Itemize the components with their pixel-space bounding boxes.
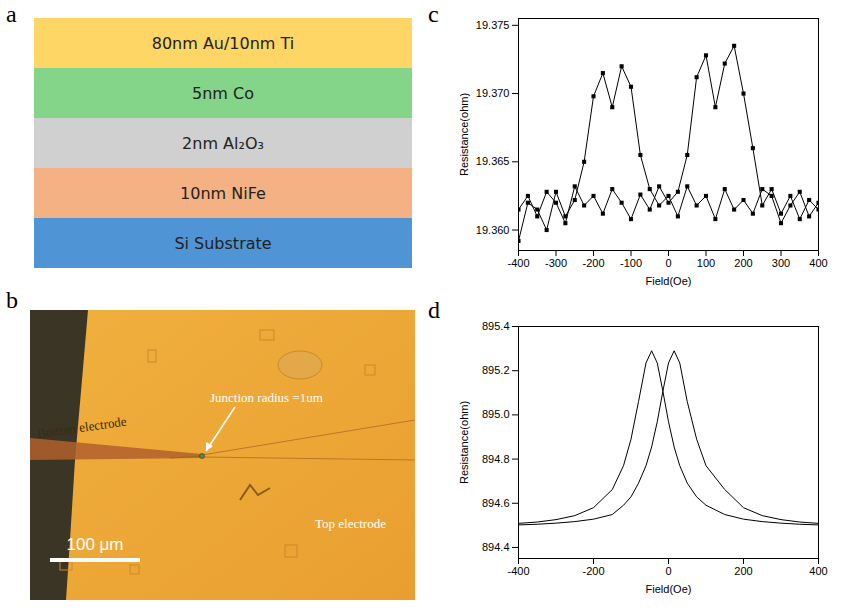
svg-text:10nm NiFe: 10nm NiFe: [180, 184, 266, 203]
svg-text:Field(Oe): Field(Oe): [646, 275, 692, 287]
html-text:a: a: [6, 1, 17, 27]
svg-text:200: 200: [734, 257, 752, 269]
svg-text:19.365: 19.365: [476, 155, 510, 167]
svg-text:19.370: 19.370: [476, 87, 510, 99]
svg-text:895.0: 895.0: [482, 408, 510, 420]
svg-text:895.4: 895.4: [482, 320, 510, 332]
svg-text:894.4: 894.4: [482, 541, 510, 553]
svg-text:5nm Co: 5nm Co: [192, 84, 254, 103]
svg-text:895.2: 895.2: [482, 364, 510, 376]
svg-text:0: 0: [665, 565, 671, 577]
svg-text:300: 300: [772, 257, 790, 269]
svg-text:80nm Au/10nm Ti: 80nm Au/10nm Ti: [152, 34, 295, 53]
svg-text:200: 200: [734, 565, 752, 577]
svg-text:100 μm: 100 μm: [66, 535, 123, 554]
svg-text:Bottom electrode: Bottom electrode: [36, 414, 127, 441]
svg-text:2nm Al₂O₃: 2nm Al₂O₃: [182, 134, 264, 153]
svg-text:-400: -400: [507, 257, 529, 269]
svg-text:-200: -200: [582, 565, 604, 577]
svg-text:100: 100: [697, 257, 715, 269]
svg-text:-300: -300: [545, 257, 567, 269]
svg-text:19.375: 19.375: [476, 19, 510, 31]
svg-text:Field(Oe): Field(Oe): [646, 583, 692, 595]
svg-text:0: 0: [665, 257, 671, 269]
svg-text:-100: -100: [620, 257, 642, 269]
svg-text:Top electrode: Top electrode: [315, 516, 386, 531]
html-text:d: d: [428, 297, 440, 323]
svg-text:894.8: 894.8: [482, 453, 510, 465]
svg-text:Resistance(ohm): Resistance(ohm): [458, 401, 470, 484]
svg-text:-200: -200: [582, 257, 604, 269]
html-text:b: b: [6, 287, 18, 313]
svg-text:Resistance(ohm): Resistance(ohm): [458, 93, 470, 176]
svg-text:400: 400: [809, 257, 827, 269]
svg-text:Junction radius =1um: Junction radius =1um: [210, 390, 323, 405]
html-text:c: c: [428, 1, 439, 27]
svg-text:-400: -400: [507, 565, 529, 577]
svg-text:400: 400: [809, 565, 827, 577]
svg-text:894.6: 894.6: [482, 497, 510, 509]
svg-text:19.360: 19.360: [476, 224, 510, 236]
svg-text:Si Substrate: Si Substrate: [174, 234, 271, 253]
